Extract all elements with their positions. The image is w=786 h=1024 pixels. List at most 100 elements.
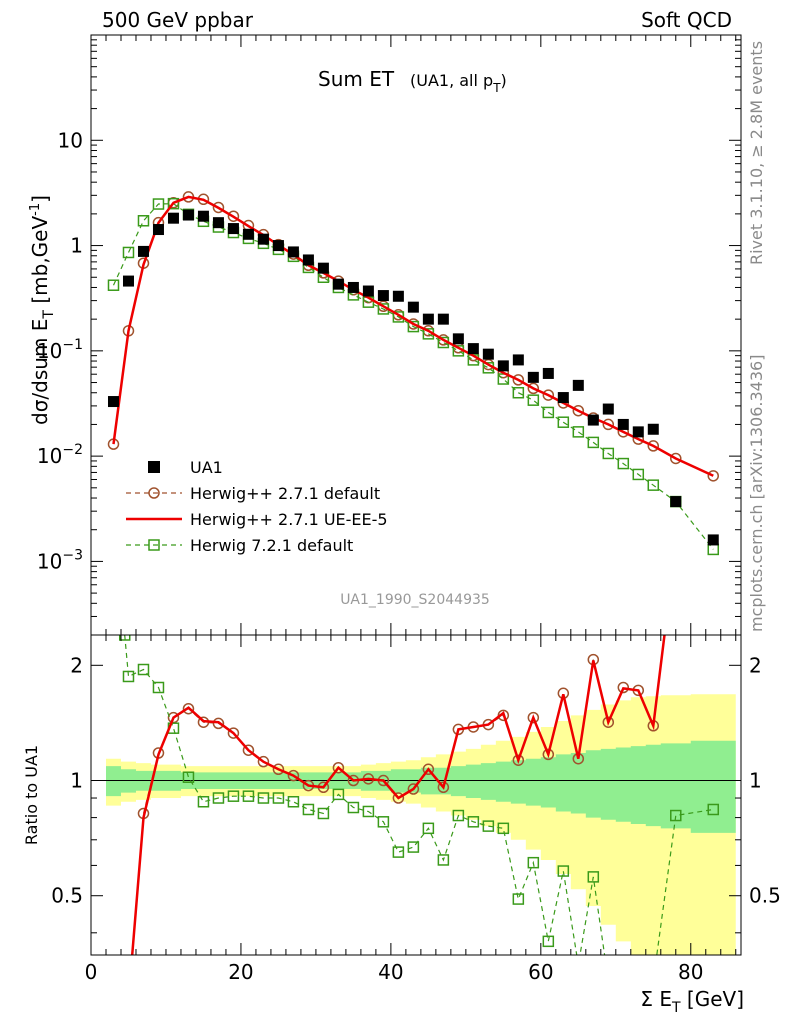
- data-point: [617, 681, 630, 694]
- data-point: [452, 809, 465, 822]
- data-point: [122, 275, 134, 287]
- total-uncertainty-band: [105, 694, 736, 955]
- data-point: [407, 841, 420, 853]
- header-right: Soft QCD: [641, 8, 732, 32]
- data-point: [332, 788, 345, 801]
- y-tick-label-exponent: −3: [62, 547, 83, 563]
- data-point: [647, 440, 660, 452]
- data-point: [317, 807, 330, 820]
- rivet-label: Rivet 3.1.10, ≥ 2.8M events: [747, 41, 766, 265]
- data-point: [302, 254, 314, 266]
- data-point: [257, 233, 269, 245]
- legend-item: Herwig 7.2.1 default: [126, 536, 353, 555]
- data-point: [527, 711, 540, 724]
- data-point: [512, 374, 525, 386]
- ratio-tick-label: 1: [70, 769, 83, 793]
- data-point: [347, 281, 359, 293]
- data-point: [527, 371, 539, 383]
- data-point: [272, 792, 285, 804]
- data-point: [392, 290, 404, 302]
- data-point: [152, 681, 165, 694]
- watermark: UA1_1990_S2044935: [340, 592, 490, 608]
- data-point: [497, 822, 510, 835]
- data-point: [422, 313, 434, 325]
- data-point: [137, 215, 150, 227]
- data-point: [527, 382, 540, 395]
- data-point: [137, 663, 150, 676]
- data-point: [212, 792, 225, 804]
- series-line: [112, 195, 714, 477]
- data-point: [587, 436, 600, 449]
- ratio-tick-label-right: 0.5: [749, 884, 781, 908]
- y-tick-label: 10−2: [37, 442, 83, 468]
- ratio-tick-label-right: 2: [749, 653, 762, 677]
- series-herwig-2-7-1-default: [107, 191, 720, 482]
- data-point: [632, 426, 644, 438]
- data-point: [437, 781, 450, 794]
- legend-item: Herwig++ 2.7.1 UE-EE-5: [126, 510, 388, 529]
- data-point: [467, 343, 479, 355]
- data-point: [272, 763, 285, 776]
- data-point: [617, 457, 630, 470]
- stat-uncertainty-band: [105, 740, 736, 833]
- data-point: [707, 534, 719, 546]
- data-point: [512, 754, 525, 766]
- data-point: [707, 803, 720, 816]
- main-series: [107, 191, 720, 556]
- data-point: [587, 414, 599, 426]
- x-tick-label: 60: [528, 960, 553, 984]
- data-point: [542, 367, 554, 379]
- data-point: [512, 354, 524, 366]
- data-point: [242, 228, 254, 240]
- data-point: [137, 245, 149, 257]
- data-point: [527, 394, 540, 406]
- data-point: [197, 210, 209, 222]
- ratio-tick-label: 2: [70, 653, 83, 677]
- data-point: [227, 223, 239, 235]
- ratio-y-axis: 0.5 0.5 1 1 2 2: [51, 653, 781, 934]
- data-point: [122, 246, 135, 259]
- data-point: [182, 209, 194, 221]
- legend-item: UA1: [148, 458, 223, 477]
- ratio-series-line: [124, 635, 714, 955]
- data-point: [167, 197, 180, 210]
- data-point: [632, 468, 645, 481]
- y-tick-label: 10: [58, 128, 83, 152]
- data-point: [118, 635, 131, 641]
- data-point: [148, 487, 160, 499]
- data-point: [557, 865, 570, 877]
- data-point: [542, 406, 555, 419]
- data-point: [587, 871, 600, 883]
- y-tick-label-exponent: −2: [62, 442, 83, 458]
- y-tick-label: 10−3: [37, 547, 83, 573]
- main-x-axis: [90, 35, 737, 635]
- ratio-bands: [105, 694, 736, 955]
- ratio-series-herwig-2-7-1-ue-ee-5: [130, 635, 666, 955]
- ratio-series-herwig-7-2-1-default: [118, 635, 720, 955]
- data-point: [212, 201, 225, 214]
- data-point: [670, 452, 682, 465]
- data-point: [647, 423, 659, 435]
- data-point: [347, 801, 360, 814]
- ratio-series-clipped: [118, 635, 720, 955]
- main-title-sub: (UA1, all pT): [410, 71, 507, 95]
- data-point: [422, 822, 435, 835]
- legend: UA1 Herwig++ 2.7.1 default Herwig++ 2.7.1 …: [126, 458, 388, 555]
- data-point: [227, 727, 240, 739]
- data-point: [602, 447, 615, 460]
- data-point: [148, 539, 160, 551]
- ratio-series: [118, 635, 720, 955]
- data-point: [572, 426, 585, 438]
- main-title: Sum ET (UA1, all pT): [318, 67, 507, 95]
- legend-label: UA1: [190, 458, 223, 477]
- data-point: [242, 744, 255, 756]
- data-point: [437, 854, 450, 866]
- data-point: [287, 796, 300, 808]
- data-point: [670, 496, 682, 508]
- ratio-series-line: [130, 635, 666, 955]
- data-point: [572, 379, 584, 391]
- legend-label: Herwig++ 2.7.1 UE-EE-5: [190, 510, 388, 529]
- data-point: [257, 755, 270, 768]
